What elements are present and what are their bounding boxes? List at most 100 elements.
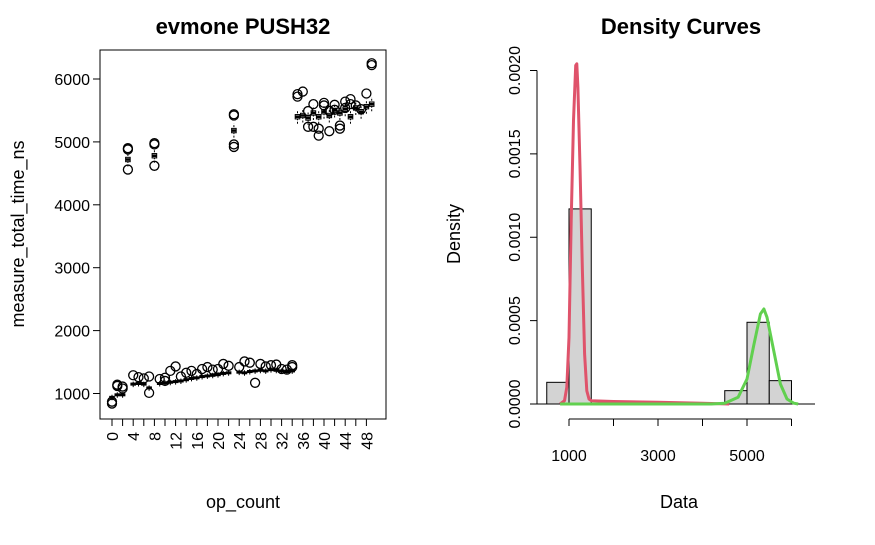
outlier-point bbox=[218, 358, 229, 370]
x-tick-label: 4 bbox=[126, 432, 143, 441]
x-tick-label: 32 bbox=[275, 432, 292, 450]
y-tick-label: 4000 bbox=[54, 198, 90, 215]
outlier-point bbox=[276, 363, 287, 375]
outlier-point bbox=[128, 370, 139, 381]
outlier-point bbox=[297, 86, 308, 97]
outlier-point bbox=[122, 143, 134, 154]
x-tick-label: 28 bbox=[253, 432, 270, 450]
outlier-point bbox=[186, 365, 197, 377]
outlier-point bbox=[345, 99, 356, 110]
boxplot-chart: evmone PUSH32 1000 2000 3000 4000 5000 6000 0… bbox=[8, 14, 387, 513]
outlier-point bbox=[149, 160, 160, 171]
outlier-point bbox=[106, 396, 118, 407]
outlier-point bbox=[260, 361, 271, 372]
outlier-point bbox=[175, 371, 187, 382]
x-tick-label: 8 bbox=[147, 432, 164, 441]
outlier-point bbox=[334, 123, 346, 134]
y-tick-label: 3000 bbox=[54, 261, 90, 278]
outlier-point bbox=[228, 139, 240, 150]
density-title: Density Curves bbox=[601, 14, 761, 39]
x-tick-label: 12 bbox=[169, 432, 186, 450]
outlier-point bbox=[249, 377, 261, 388]
outlier-point bbox=[117, 381, 128, 392]
outlier-point bbox=[265, 360, 277, 371]
outlier-point bbox=[196, 363, 208, 375]
density-y-axis: 0.0000 0.0005 0.0010 0.0015 0.0020 bbox=[507, 46, 538, 428]
outlier-point bbox=[329, 104, 340, 115]
density-x-label: Data bbox=[660, 492, 699, 512]
outlier-point bbox=[170, 361, 181, 372]
outlier-point bbox=[302, 105, 314, 117]
x-tick-label: 1000 bbox=[551, 448, 587, 465]
outlier-point bbox=[366, 58, 377, 69]
outlier-point bbox=[308, 99, 319, 110]
density-curve bbox=[560, 307, 799, 406]
outlier-point bbox=[143, 371, 155, 382]
boxplot-x-label: op_count bbox=[206, 492, 280, 513]
outlier-point bbox=[340, 102, 351, 114]
boxplot-outliers bbox=[106, 58, 377, 409]
outlier-point bbox=[228, 109, 240, 120]
x-tick-label: 3000 bbox=[640, 448, 676, 465]
x-tick-label: 0 bbox=[105, 432, 122, 441]
x-tick-label: 40 bbox=[317, 432, 334, 450]
outlier-point bbox=[207, 364, 218, 375]
outlier-point bbox=[154, 373, 165, 385]
outlier-point bbox=[318, 100, 330, 111]
boxplot-x-axis: 0 4 8 12 16 20 24 28 32 36 40 44 48 bbox=[105, 418, 376, 450]
outlier-point bbox=[313, 123, 324, 134]
outlier-point bbox=[149, 138, 160, 149]
y-tick-label: 6000 bbox=[54, 72, 90, 89]
y-tick-label: 0.0005 bbox=[507, 296, 524, 345]
x-tick-label: 44 bbox=[338, 432, 355, 450]
x-tick-label: 20 bbox=[211, 432, 228, 450]
outlier-point bbox=[355, 104, 367, 115]
outlier-point bbox=[292, 88, 303, 100]
outlier-point bbox=[122, 164, 134, 175]
outlier-point bbox=[244, 357, 255, 368]
y-tick-label: 0.0015 bbox=[507, 129, 524, 178]
outlier-point bbox=[212, 363, 224, 375]
x-tick-label: 36 bbox=[296, 432, 313, 450]
outlier-point bbox=[350, 100, 361, 111]
boxplot-title: evmone PUSH32 bbox=[156, 14, 331, 39]
outlier-point bbox=[313, 130, 324, 141]
x-tick-label: 16 bbox=[190, 432, 207, 450]
outlier-point bbox=[159, 372, 171, 383]
outlier-point bbox=[159, 375, 171, 387]
y-tick-label: 1000 bbox=[54, 387, 90, 404]
boxplot-y-label: measure_total_time_ns bbox=[8, 140, 29, 327]
x-tick-label: 24 bbox=[232, 432, 249, 450]
outlier-point bbox=[143, 387, 155, 399]
outlier-point bbox=[138, 373, 149, 384]
outlier-point bbox=[324, 126, 335, 137]
outlier-point bbox=[181, 367, 192, 378]
y-tick-label: 5000 bbox=[54, 135, 90, 152]
outlier-point bbox=[308, 121, 319, 132]
outlier-point bbox=[287, 361, 298, 373]
density-chart: Density Curves 0.00000.00050.00100.00150… bbox=[444, 14, 815, 512]
outlier-point bbox=[202, 361, 213, 373]
outlier-point bbox=[133, 371, 144, 383]
outlier-point bbox=[228, 141, 240, 153]
y-tick-label: 0.0020 bbox=[507, 46, 524, 95]
outlier-point bbox=[223, 360, 234, 371]
outlier-point bbox=[318, 97, 330, 109]
y-tick-label: 2000 bbox=[54, 324, 90, 341]
density-x-axis: 1000 3000 5000 bbox=[551, 418, 792, 465]
outlier-point bbox=[302, 121, 314, 132]
outlier-point bbox=[255, 358, 266, 370]
outlier-point bbox=[329, 99, 340, 110]
outlier-point bbox=[334, 120, 346, 131]
x-tick-label: 48 bbox=[359, 432, 376, 450]
density-curves bbox=[559, 62, 799, 406]
boxplot-y-axis: 1000 2000 3000 4000 5000 6000 bbox=[54, 72, 101, 404]
density-curve bbox=[559, 62, 730, 406]
outlier-point bbox=[239, 356, 250, 367]
outlier-point bbox=[361, 88, 372, 99]
outlier-point bbox=[324, 105, 335, 117]
outlier-point bbox=[112, 380, 123, 392]
outlier-point bbox=[340, 96, 351, 107]
